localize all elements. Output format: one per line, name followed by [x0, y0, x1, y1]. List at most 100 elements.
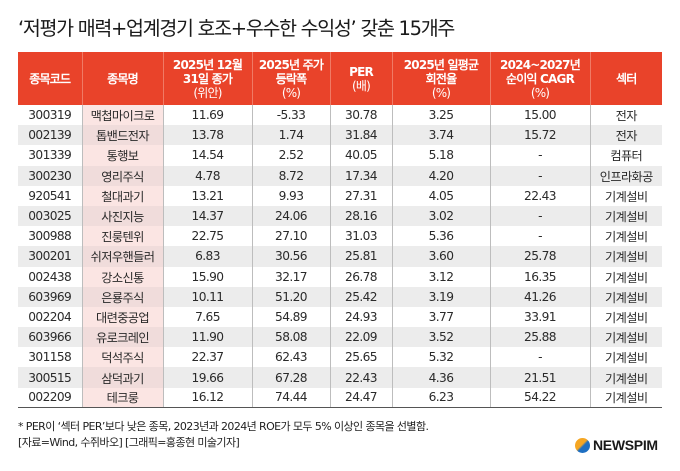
cell-price-change: 24.06 — [251, 205, 330, 227]
cell-cagr: 25.88 — [489, 327, 590, 348]
cell-close-price: 15.90 — [162, 266, 252, 287]
cell-name: 덕석주식 — [81, 347, 163, 368]
table-row: 603969 은룡주식 10.11 51.20 25.42 3.19 41.26 기계설비 — [18, 286, 662, 307]
cell-close-price: 10.11 — [162, 286, 252, 307]
cell-turnover: 3.60 — [391, 246, 490, 267]
cell-per: 22.43 — [329, 367, 392, 388]
table-row: 002438 강소신통 15.90 32.17 26.78 3.12 16.35 기계설비 — [18, 266, 662, 287]
cell-per: 25.42 — [329, 286, 392, 307]
header-cagr: 2024~2027년 순이익 CAGR (%) — [489, 52, 590, 105]
table-row: 301339 통행보 14.54 2.52 40.05 5.18- 컴퓨터 — [18, 145, 662, 166]
cell-per: 31.03 — [329, 226, 392, 247]
cell-cagr: - — [489, 165, 590, 186]
cell-cagr: 25.78 — [489, 246, 590, 267]
cell-cagr: 21.51 — [489, 367, 590, 388]
cell-turnover: 5.18 — [391, 145, 490, 166]
cell-code: 300230 — [18, 165, 82, 186]
cell-sector: 기계설비 — [589, 367, 662, 388]
cell-code: 300319 — [28, 108, 72, 123]
cell-per: 22.09 — [329, 327, 392, 348]
cell-sector: 인프라화공 — [589, 165, 662, 186]
table-row: 002204 대련중공업 7.65 54.89 24.93 3.77 33.91 기계설비 — [18, 306, 662, 328]
cell-per: 25.81 — [329, 246, 392, 267]
cell-name: 사진지능 — [81, 205, 163, 227]
cell-per: 31.84 — [329, 125, 392, 146]
footnote-criteria: * PER이 ‘섹터 PER’보다 낮은 종목, 2023년과 2024년 RO… — [18, 420, 429, 433]
header-sector: 섹터 — [589, 52, 662, 105]
cell-per: 25.65 — [329, 347, 392, 368]
cell-name: 강소신통 — [81, 266, 163, 287]
cell-sector: 기계설비 — [589, 286, 662, 307]
cell-per: 40.05 — [329, 145, 392, 166]
cell-code: 002438 — [28, 269, 72, 284]
cell-code: 603969 — [18, 286, 82, 307]
cell-sector: 전자 — [589, 125, 662, 146]
cell-price-change: 67.28 — [251, 367, 330, 388]
cell-close-price: 14.37 — [162, 205, 252, 227]
cell-price-change: 30.56 — [251, 246, 330, 267]
cell-close-price: 11.69 — [162, 105, 252, 126]
page-title: ‘저평가 매력+업계경기 호조+우수한 수익성’ 갖춘 15개주 — [18, 17, 455, 40]
cell-name: 유로크레인 — [81, 327, 163, 348]
table-row: 300230 영리주식 4.78 8.72 17.34 4.20- 인프라화공 — [18, 165, 662, 186]
cell-price-change: 58.08 — [251, 327, 330, 348]
cell-sector: 기계설비 — [589, 226, 662, 247]
cell-close-price: 11.90 — [162, 327, 252, 348]
cell-per: 24.93 — [329, 306, 392, 328]
cell-turnover: 3.02 — [391, 205, 490, 227]
cell-code: 301158 — [28, 350, 72, 365]
cell-code: 003025 — [18, 205, 82, 227]
cell-name: 테크룽 — [81, 387, 163, 409]
cell-cagr: 54.22 — [489, 387, 590, 409]
header-per: PER (배) — [329, 52, 392, 105]
cell-cagr: - — [489, 347, 590, 368]
cell-code: 300515 — [18, 367, 82, 388]
table-row: 920541 철대과기 13.21 9.93 27.31 4.05 22.43 기계설비 — [18, 185, 662, 206]
cell-cagr: 22.43 — [489, 185, 590, 206]
cell-sector: 기계설비 — [589, 387, 662, 409]
cell-price-change: 27.10 — [251, 226, 330, 247]
cell-name: 쉬저우핸들러 — [81, 246, 163, 267]
footnote-source: [자료=Wind, 수쥐바오] [그래픽=홍종현 미술기자] — [18, 436, 240, 449]
stock-table: 종목코드 종목명 2025년 12월 31일 종가 (위안) 2025년 주가 등… — [18, 52, 662, 409]
cell-close-price: 6.83 — [162, 246, 252, 267]
cell-turnover: 4.05 — [391, 185, 490, 206]
cell-sector: 기계설비 — [589, 266, 662, 287]
header-code: 종목코드 — [18, 52, 82, 105]
table-row: 002139 톱밴드전자 13.78 1.74 31.84 3.74 15.72 전자 — [18, 125, 662, 146]
cell-name: 은룡주식 — [81, 286, 163, 307]
cell-price-change: 74.44 — [251, 387, 330, 409]
cell-sector: 기계설비 — [589, 347, 662, 368]
cell-price-change: 51.20 — [251, 286, 330, 307]
table-row: 301158 덕석주식 22.37 62.43 25.65 5.32- 기계설비 — [18, 347, 662, 368]
cell-cagr: 16.35 — [489, 266, 590, 287]
cell-code: 002209 — [18, 387, 82, 409]
cell-turnover: 3.52 — [391, 327, 490, 348]
cell-close-price: 22.37 — [162, 347, 252, 368]
cell-cagr: 41.26 — [489, 286, 590, 307]
cell-price-change: 32.17 — [251, 266, 330, 287]
cell-code: 300988 — [28, 229, 72, 244]
globe-icon — [575, 437, 590, 453]
cell-price-change: 8.72 — [251, 165, 330, 186]
cell-sector: 기계설비 — [589, 205, 662, 227]
cell-turnover: 6.23 — [391, 387, 490, 409]
cell-price-change: 2.52 — [251, 145, 330, 166]
cell-name: 삼덕과기 — [81, 367, 163, 388]
cell-name: 철대과기 — [81, 185, 163, 206]
cell-close-price: 13.78 — [162, 125, 252, 146]
cell-price-change: 9.93 — [251, 185, 330, 206]
cell-price-change: 1.74 — [251, 125, 330, 146]
cell-name: 맥첩마이크로 — [81, 105, 163, 126]
cell-cagr: - — [489, 226, 590, 247]
table-row: 300319 맥첩마이크로 11.69 -5.33 30.78 3.25 15.00 전자 — [18, 105, 662, 126]
table-header-row: 종목코드 종목명 2025년 12월 31일 종가 (위안) 2025년 주가 등… — [18, 52, 662, 105]
cell-code: 603966 — [18, 327, 82, 348]
cell-name: 대련중공업 — [81, 306, 163, 328]
cell-turnover: 3.25 — [391, 105, 490, 126]
cell-close-price: 14.54 — [162, 145, 252, 166]
cell-sector: 기계설비 — [589, 185, 662, 206]
cell-turnover: 3.12 — [391, 266, 490, 287]
newspim-logo: NEWSPIM — [575, 437, 658, 453]
cell-name: 영리주식 — [81, 165, 163, 186]
